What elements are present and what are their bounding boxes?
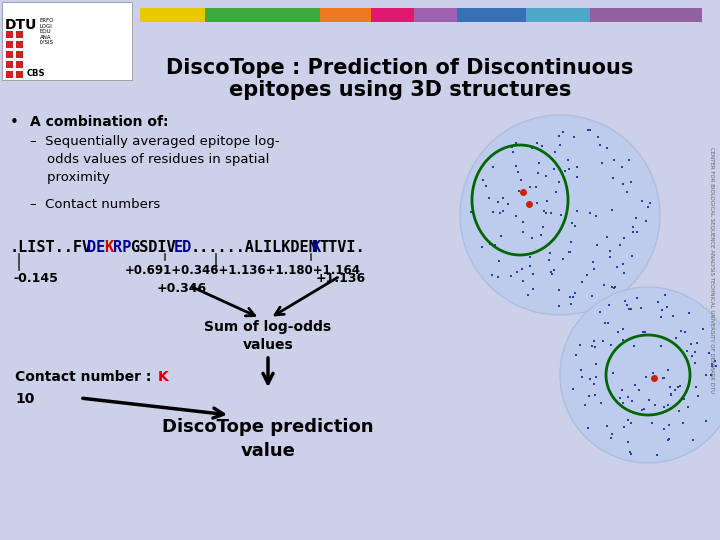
Text: K: K [104, 240, 114, 255]
Bar [16, 31, 23, 38]
Bar [205, 8, 320, 22]
Text: ED: ED [174, 240, 192, 255]
Circle shape [560, 287, 720, 463]
Bar [6, 41, 13, 48]
Text: +0.346: +0.346 [156, 282, 207, 295]
Bar [371, 8, 414, 22]
Text: DE: DE [87, 240, 106, 255]
Text: A combination of:: A combination of: [30, 115, 168, 129]
Bar [526, 8, 590, 22]
Text: +1.136: +1.136 [316, 272, 366, 285]
Text: K: K [158, 370, 168, 384]
Text: +0.691+0.346+1.136+1.180+1.164: +0.691+0.346+1.136+1.180+1.164 [125, 264, 361, 277]
Text: •: • [10, 115, 19, 130]
Text: Sum of log-odds
values: Sum of log-odds values [204, 320, 332, 353]
Bar [16, 71, 23, 78]
Text: K: K [311, 240, 320, 255]
Bar [6, 31, 13, 38]
Text: epitopes using 3D structures: epitopes using 3D structures [229, 80, 571, 100]
Bar [414, 8, 457, 22]
Bar [6, 61, 13, 68]
Bar [16, 61, 23, 68]
Text: .LIST..FV: .LIST..FV [10, 240, 92, 255]
Text: –  Contact numbers: – Contact numbers [30, 198, 161, 211]
Bar [457, 8, 526, 22]
Text: DiscoTope prediction
value: DiscoTope prediction value [162, 418, 374, 460]
Bar [6, 71, 13, 78]
Text: CBS: CBS [27, 69, 45, 78]
Text: 10: 10 [15, 392, 35, 406]
Circle shape [460, 115, 660, 315]
Bar [590, 8, 702, 22]
Text: TTVI.: TTVI. [320, 240, 365, 255]
Text: RP: RP [113, 240, 132, 255]
Text: –  Sequentially averaged epitope log-
    odds values of residues in spatial
   : – Sequentially averaged epitope log- odd… [30, 135, 279, 184]
Bar [140, 8, 205, 22]
Bar [320, 8, 371, 22]
Bar [6, 51, 13, 58]
Text: ......ALILKDEN: ......ALILKDEN [191, 240, 318, 255]
Text: DTU: DTU [5, 18, 37, 32]
Text: DiscoTope : Prediction of Discontinuous: DiscoTope : Prediction of Discontinuous [166, 58, 634, 78]
FancyBboxPatch shape [2, 2, 132, 80]
Text: CENTER FOR BIOLOGICAL SEQUENCE ANALYSIS TECHNICAL UNIVERSITY OF DENMARK DTU: CENTER FOR BIOLOGICAL SEQUENCE ANALYSIS … [709, 147, 714, 393]
Text: GSDIV: GSDIV [130, 240, 176, 255]
Text: ERFO
LOGI
EOU
ANA
LYSIS: ERFO LOGI EOU ANA LYSIS [40, 18, 55, 45]
Bar [16, 51, 23, 58]
Text: Contact number :: Contact number : [15, 370, 156, 384]
Bar [16, 41, 23, 48]
Text: -0.145: -0.145 [14, 272, 58, 285]
